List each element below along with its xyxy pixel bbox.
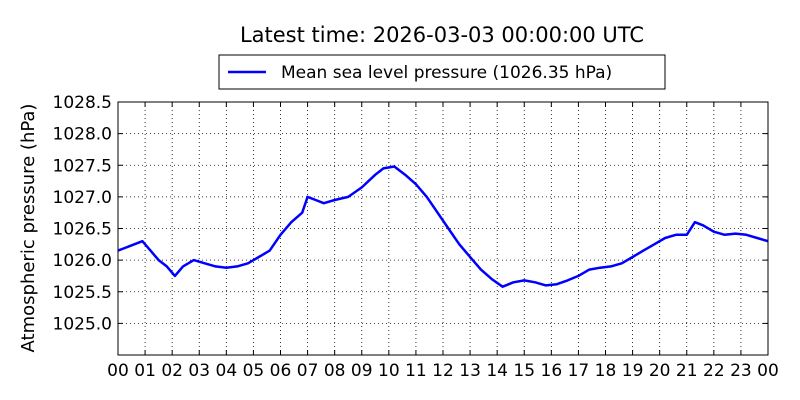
y-tick-label: 1025.0 [53,314,112,334]
chart-title: Latest time: 2026-03-03 00:00:00 UTC [240,23,644,47]
legend-label: Mean sea level pressure (1026.35 hPa) [281,63,612,83]
series-line-0 [117,165,769,288]
x-tick-label: 00 [107,361,129,381]
x-tick-label: 23 [730,361,752,381]
x-tick-label: 14 [486,361,508,381]
x-tick-label: 02 [161,361,183,381]
x-tick-label: 00 [757,361,779,381]
x-tick-label: 05 [243,361,265,381]
x-tick-label: 16 [541,361,563,381]
x-tick-label: 06 [270,361,292,381]
x-tick-label: 19 [622,361,644,381]
y-tick-label: 1025.5 [53,283,112,303]
grid [118,102,768,355]
x-tick-label: 07 [297,361,319,381]
x-tick-label: 18 [595,361,617,381]
y-tick-label: 1028.5 [53,93,112,113]
x-tick-label: 13 [459,361,481,381]
x-tick-label: 04 [216,361,238,381]
series-layer [117,165,769,288]
y-axis: 1025.0 1025.5 1026.0 1026.5 1027.0 1027.5 1028… [53,93,768,334]
x-tick-label: 20 [649,361,671,381]
x-axis: 00 01 02 03 04 05 06 07 08 09 10 11 12 13 14 15 16 17 18 19… [107,102,779,381]
x-tick-label: 15 [513,361,535,381]
x-tick-label: 08 [324,361,346,381]
y-tick-label: 1027.5 [53,156,112,176]
y-tick-label: 1026.0 [53,251,112,271]
y-tick-label: 1028.0 [53,125,112,145]
x-tick-label: 12 [432,361,454,381]
x-tick-label: 10 [378,361,400,381]
x-tick-label: 22 [703,361,725,381]
x-tick-label: 01 [134,361,156,381]
x-tick-label: 11 [405,361,427,381]
x-tick-label: 17 [568,361,590,381]
y-tick-label: 1026.5 [53,220,112,240]
y-axis-label: Atmospheric pressure (hPa) [18,104,39,353]
x-tick-label: 09 [351,361,373,381]
legend: Mean sea level pressure (1026.35 hPa) [218,54,666,90]
x-tick-label: 03 [188,361,210,381]
y-tick-label: 1027.0 [53,188,112,208]
legend-box [218,54,666,90]
x-tick-label: 21 [676,361,698,381]
